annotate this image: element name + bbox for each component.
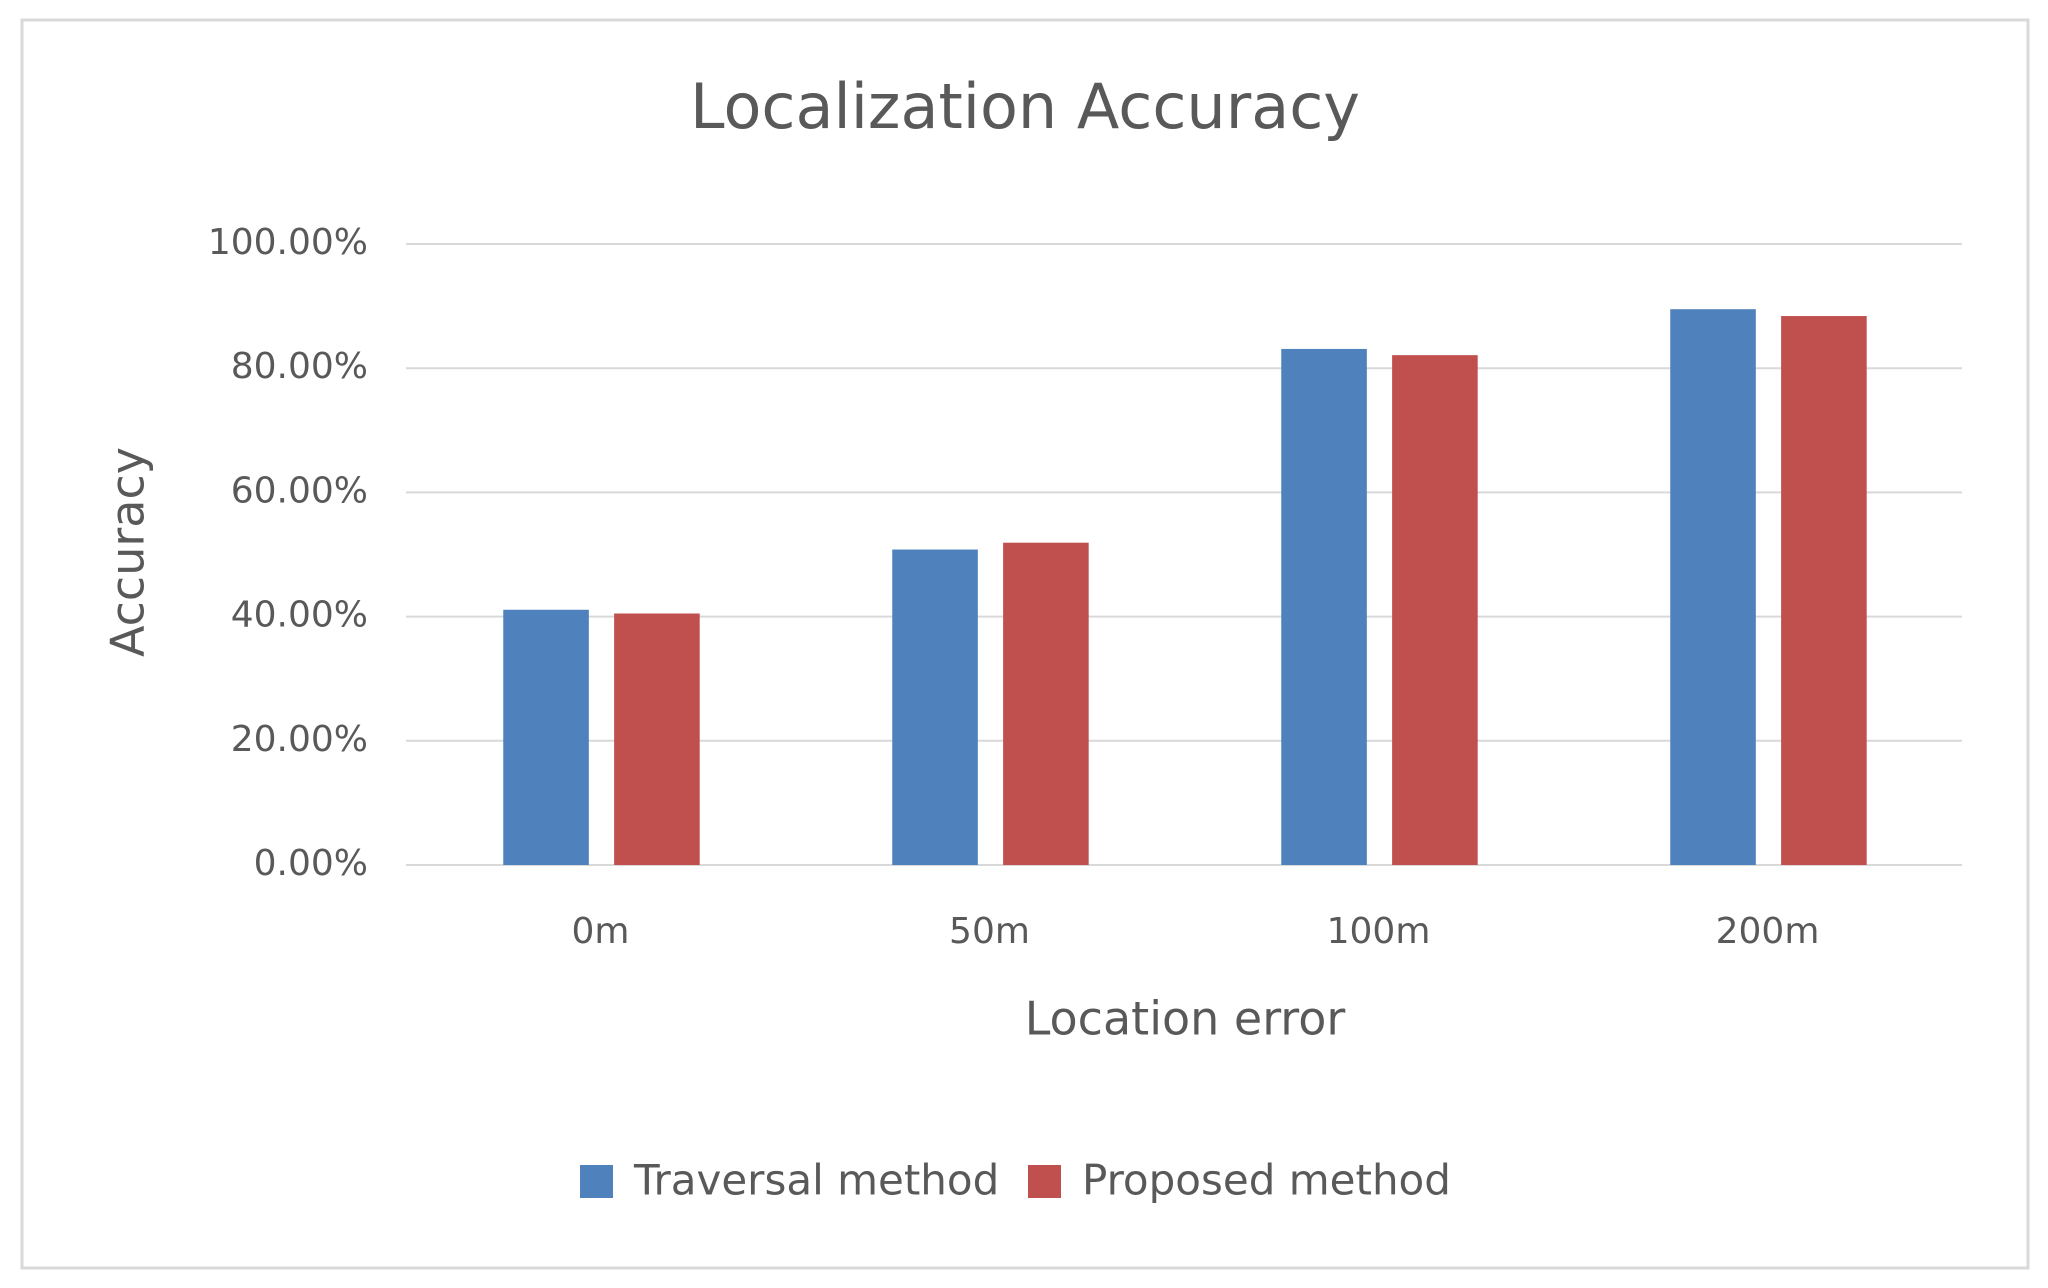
- bar: [503, 609, 589, 865]
- bar: [1281, 348, 1367, 866]
- legend-label: Traversal method: [633, 1156, 999, 1205]
- bar: [614, 613, 700, 865]
- x-tick-label: 200m: [1716, 911, 1820, 952]
- bar: [1781, 316, 1867, 865]
- y-tick-label: 60.00%: [231, 470, 368, 511]
- legend-swatch: [1028, 1165, 1061, 1198]
- x-tick-label: 100m: [1327, 911, 1431, 952]
- legend-swatch: [580, 1165, 613, 1198]
- legend-label: Proposed method: [1082, 1156, 1451, 1205]
- y-tick-label: 40.00%: [231, 595, 368, 636]
- x-tick-label: 0m: [572, 911, 630, 952]
- y-axis-title: Accuracy: [101, 447, 155, 657]
- y-tick-label: 0.00%: [254, 843, 368, 884]
- y-tick-label: 20.00%: [231, 719, 368, 760]
- bar: [1392, 355, 1478, 865]
- chart-title: Localization Accuracy: [690, 70, 1360, 143]
- bar: [1670, 309, 1756, 866]
- y-tick-label: 80.00%: [231, 346, 368, 387]
- y-tick-label: 100.00%: [208, 222, 368, 263]
- x-tick-label: 50m: [949, 911, 1030, 952]
- x-axis-title: Location error: [1025, 992, 1346, 1046]
- bar: [892, 549, 978, 865]
- bar: [1003, 542, 1089, 865]
